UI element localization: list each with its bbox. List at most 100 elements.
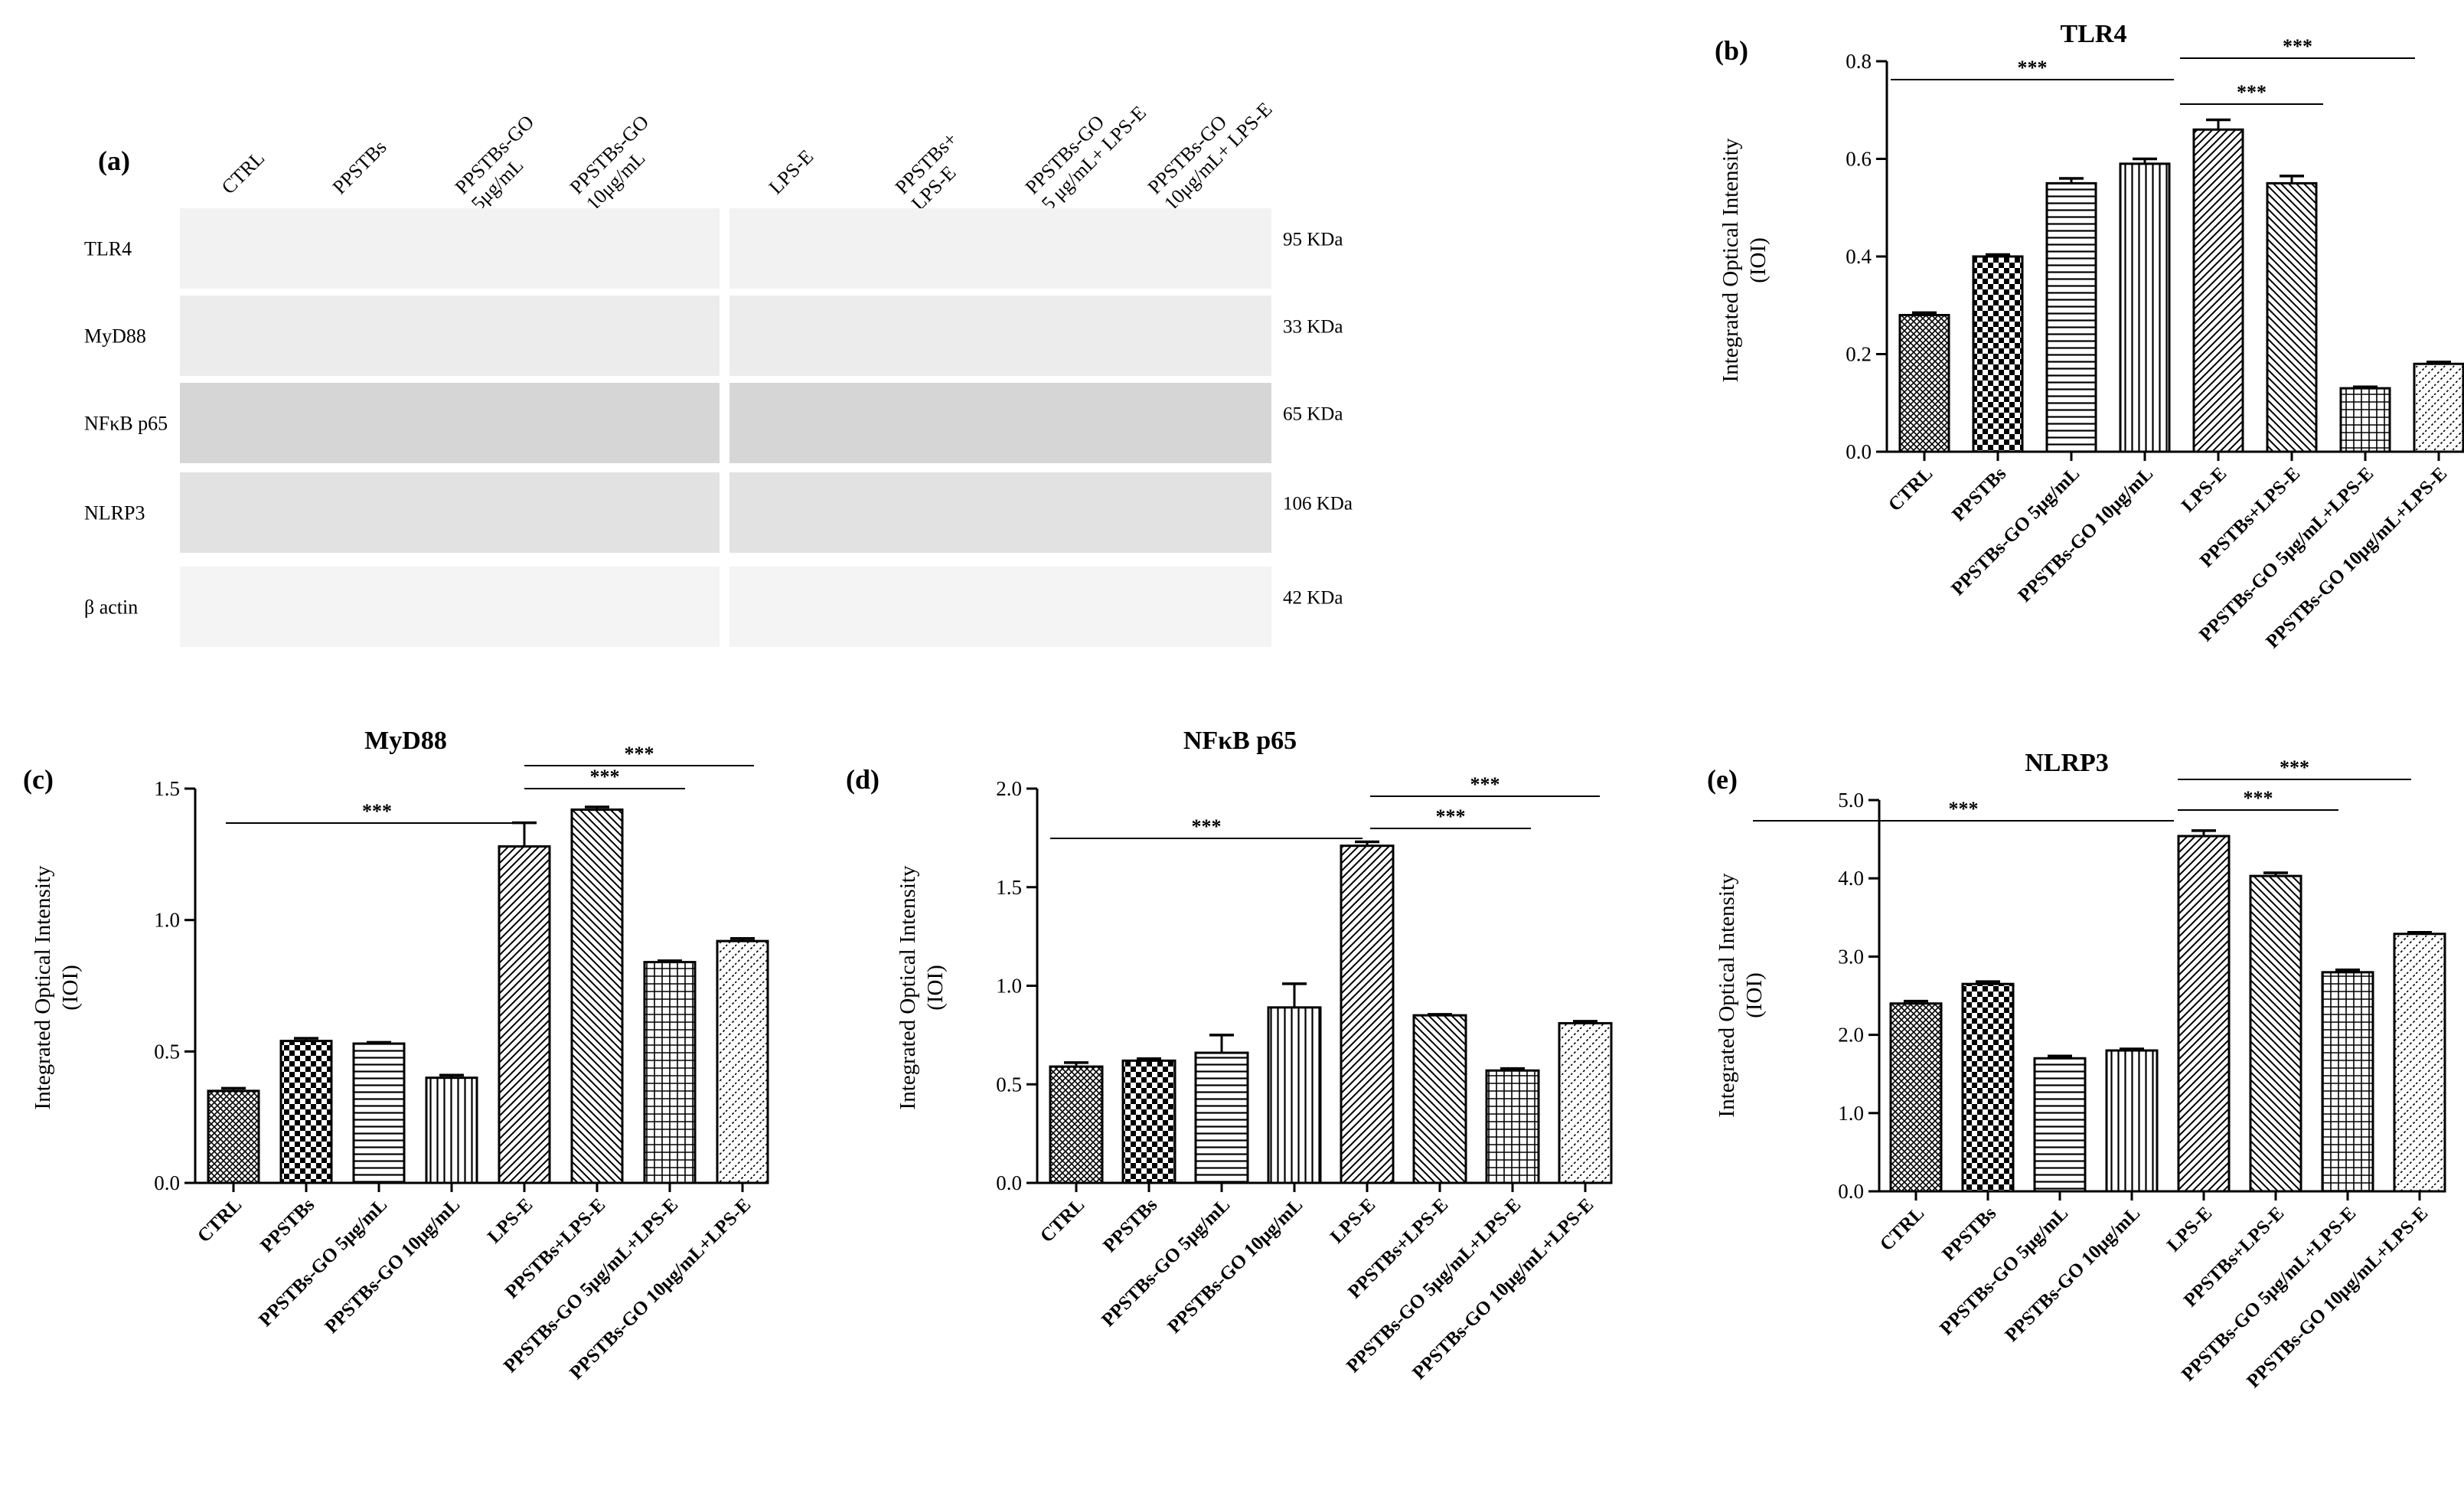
x-tick-label: PPSTBs xyxy=(1938,1203,2000,1265)
y-axis-label-line: (IOI) xyxy=(58,965,83,1011)
lane-label-line: PPSTBs xyxy=(328,136,391,198)
y-axis-label: Integrated Optical Intensity (IOI) xyxy=(1715,873,1767,1117)
blot-strip-left xyxy=(180,383,720,463)
blot-strip-right xyxy=(729,383,1271,463)
lane-label: PPSTBs-GO5 μg/mL+ LPS-E xyxy=(1021,85,1150,214)
significance-stars: *** xyxy=(1949,798,1979,820)
bar xyxy=(1267,1006,1322,1184)
chart-myd88: (c) MyD88 Integrated Optical Intensity (IOI… xyxy=(23,727,769,1383)
x-tick-label: PPSTBs-GO 10μg/mL xyxy=(2001,1203,2144,1346)
significance-stars: *** xyxy=(362,800,392,822)
lane-label: LPS-E xyxy=(765,145,818,199)
protein-label: NLRP3 xyxy=(84,502,145,524)
significance-stars: *** xyxy=(1470,773,1500,795)
bar xyxy=(1972,255,2024,453)
bar xyxy=(2413,362,2464,453)
chart-title: TLR4 xyxy=(2061,20,2127,48)
bar xyxy=(1412,1014,1467,1184)
x-tick-label: CTRL xyxy=(1876,1203,1928,1255)
significance-stars: *** xyxy=(2244,787,2273,809)
bar xyxy=(352,1042,406,1184)
bar xyxy=(279,1040,333,1184)
x-tick-label: PPSTBs-GO 10μg/mL xyxy=(321,1194,464,1338)
y-axis-label-line: Integrated Optical Intensity xyxy=(1715,873,1739,1117)
y-tick-label: 2.0 xyxy=(996,777,1022,800)
panel-label: (b) xyxy=(1715,35,1748,66)
size-label: 42 KDa xyxy=(1283,588,1343,609)
blot-strip-right xyxy=(729,208,1271,289)
x-tick-label: LPS-E xyxy=(1327,1194,1379,1247)
bar xyxy=(2119,162,2171,453)
y-axis-label-line: Integrated Optical Intensity xyxy=(1718,138,1743,382)
bar xyxy=(2105,1049,2159,1193)
significance-stars: *** xyxy=(2280,756,2309,779)
y-axis-label-line: (IOI) xyxy=(1742,972,1767,1018)
y-tick-label: 3.0 xyxy=(1838,945,1864,968)
y-tick-label: 0.0 xyxy=(1846,440,1872,463)
bar xyxy=(2393,933,2446,1193)
y-axis-label: Integrated Optical Intensity (IOI) xyxy=(1718,138,1770,382)
lane-label: PPSTBs+LPS-E xyxy=(891,128,977,214)
bar xyxy=(1194,1051,1249,1184)
chart-title: NFκB p65 xyxy=(1183,727,1297,755)
size-label: 95 KDa xyxy=(1283,230,1343,250)
size-label: 33 KDa xyxy=(1283,317,1343,338)
y-tick-label: 0.8 xyxy=(1846,50,1872,73)
blot-strip-left xyxy=(180,208,720,289)
significance-stars: *** xyxy=(1192,815,1222,838)
blot-strip-right xyxy=(729,296,1271,376)
lane-label: PPSTBs-GO5μg/mL xyxy=(451,111,555,215)
lane-label: PPSTBs-GO10μg/mL xyxy=(566,111,670,215)
lane-label: PPSTBs-GO10μg/mL+ LPS-E xyxy=(1144,82,1277,215)
lane-label-line: CTRL xyxy=(217,147,269,198)
bar xyxy=(1340,844,1395,1184)
x-tick-label: LPS-E xyxy=(2178,463,2231,516)
chart-nlrp3: (e) NLRP3 Integrated Optical Intensity (IOI… xyxy=(1707,749,2446,1392)
panel-label-a: (a) xyxy=(98,145,130,176)
size-label: 106 KDa xyxy=(1283,494,1353,515)
protein-label: MyD88 xyxy=(84,325,146,348)
x-tick-label: CTRL xyxy=(1885,463,1937,515)
bar xyxy=(716,939,769,1184)
y-tick-label: 0.6 xyxy=(1846,148,1872,171)
blot-strip-right xyxy=(729,567,1271,647)
panel-label: (c) xyxy=(23,764,54,795)
bar xyxy=(1961,982,2015,1193)
y-tick-label: 1.0 xyxy=(996,975,1022,998)
x-tick-label: PPSTBs-GO 5μg/mL xyxy=(1947,463,2084,599)
x-tick-label: LPS-E xyxy=(2163,1203,2216,1256)
significance-stars: *** xyxy=(590,766,620,788)
blot-strip-left xyxy=(180,296,720,376)
significance-stars: *** xyxy=(2283,35,2312,57)
y-tick-label: 0.2 xyxy=(1846,343,1872,366)
y-tick-label: 0.0 xyxy=(154,1171,180,1194)
lane-label: CTRL xyxy=(217,147,269,198)
blot-strip-right xyxy=(729,472,1271,553)
x-tick-label: LPS-E xyxy=(484,1194,537,1247)
y-tick-label: 5.0 xyxy=(1838,789,1864,812)
x-tick-label: PPSTBs-GO 10μg/mL xyxy=(1163,1194,1307,1338)
blot-strip-left xyxy=(180,472,720,553)
bar xyxy=(1558,1021,1613,1184)
y-axis-label-line: (IOI) xyxy=(923,965,948,1011)
y-axis-label: Integrated Optical Intensity (IOI) xyxy=(31,865,83,1109)
y-tick-label: 0.4 xyxy=(1846,245,1872,268)
y-axis-label: Integrated Optical Intensity (IOI) xyxy=(896,865,948,1109)
bar xyxy=(1121,1059,1177,1184)
significance-stars: *** xyxy=(1436,805,1466,828)
x-tick-label: PPSTBs xyxy=(1948,463,2010,525)
bar xyxy=(207,1089,260,1184)
y-tick-label: 0.0 xyxy=(1838,1180,1864,1203)
panel-label: (d) xyxy=(846,764,880,795)
bar xyxy=(1485,1069,1540,1184)
protein-label: β actin xyxy=(84,596,138,619)
y-tick-label: 1.0 xyxy=(154,909,180,932)
bar xyxy=(1049,1065,1104,1184)
panel-label: (e) xyxy=(1707,764,1738,795)
y-axis-label-line: (IOI) xyxy=(1746,237,1770,283)
chart-nfkb-p65: (d) NFκB p65 Integrated Optical Intensity(… xyxy=(846,727,1613,1383)
chart-title: MyD88 xyxy=(364,727,447,755)
bar xyxy=(2045,181,2097,453)
x-tick-label: PPSTBs-GO 5μg/mL xyxy=(1098,1194,1234,1331)
bar xyxy=(2033,1057,2087,1193)
